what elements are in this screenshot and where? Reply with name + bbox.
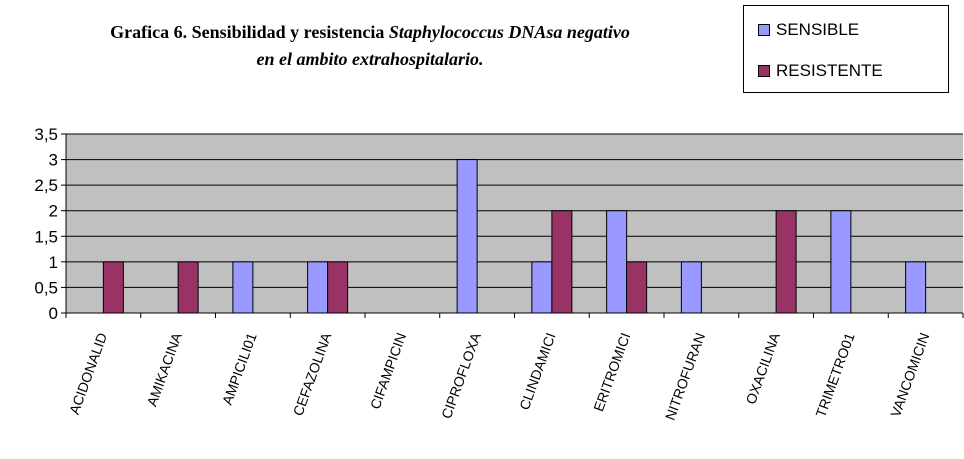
bar-sensible-clindamici: [531, 261, 553, 314]
y-tick-label-0: 0: [49, 304, 58, 323]
bar-sensible-ampicili01: [232, 261, 254, 314]
bar-resistente-oxacilina: [775, 210, 797, 314]
y-tick-label-3: 1,5: [34, 227, 58, 246]
bar-sensible-eritromici: [606, 210, 628, 314]
y-tick-label-1: 0,5: [34, 278, 58, 297]
legend-swatch-sensible: [758, 24, 770, 36]
x-tick-label-0: ACIDONALID: [66, 331, 110, 417]
bar-sensible-vancomicin: [905, 261, 927, 314]
x-tick-label-3: CEFAZOLINA: [290, 330, 335, 418]
bar-resistente-eritromici: [626, 261, 648, 314]
bar-resistente-amikacina: [177, 261, 199, 314]
bar-sensible-trimetro01: [830, 210, 852, 314]
chart-title-prefix: Grafica 6. Sensibilidad y resistencia: [110, 22, 389, 42]
chart-title-line-2: en el ambito extrahospitalario.: [256, 49, 484, 69]
x-tick-label-11: VANCOMICIN: [887, 331, 932, 420]
x-tick-label-2: AMPICILI01: [219, 330, 260, 407]
x-tick-label-7: ERITROMICI: [590, 331, 633, 414]
legend-swatch-resistente: [758, 65, 770, 77]
x-tick-label-6: CLINDAMICI: [516, 331, 559, 412]
x-tick-label-10: TRIMETRO01: [812, 330, 857, 419]
plot-background: [66, 134, 963, 313]
legend-item-sensible: SENSIBLE: [758, 20, 859, 40]
x-tick-label-4: CIFAMPICIN: [367, 331, 409, 412]
x-tick-label-9: OXACILINA: [742, 330, 783, 406]
legend-label-sensible: SENSIBLE: [776, 20, 860, 39]
y-tick-label-2: 1: [49, 253, 58, 272]
legend: SENSIBLE RESISTENTE: [743, 5, 949, 93]
chart-title-organism: Staphylococcus DNAsa negativo: [388, 22, 630, 42]
y-tick-label-4: 2: [49, 202, 58, 221]
chart-title-line-1: Grafica 6. Sensibilidad y resistencia St…: [20, 22, 720, 43]
legend-item-resistente: RESISTENTE: [758, 61, 883, 81]
x-tick-label-5: CIPROFLOXA: [438, 330, 484, 421]
bar-resistente-cefazolina: [327, 261, 349, 314]
x-tick-label-1: AMIKACINA: [144, 330, 186, 408]
bar-resistente-clindamici: [551, 210, 573, 314]
legend-label-resistente: RESISTENTE: [776, 61, 883, 80]
y-tick-label-6: 3: [49, 151, 58, 170]
bar-sensible-cefazolina: [307, 261, 329, 314]
bar-sensible-ciprofloxa: [456, 159, 478, 314]
bar-resistente-acidonalid: [102, 261, 124, 314]
y-tick-label-7: 3,5: [34, 125, 58, 144]
bar-sensible-nitrofuran: [680, 261, 702, 314]
y-tick-label-5: 2,5: [34, 176, 58, 195]
x-tick-label-8: NITROFURAN: [662, 331, 708, 423]
